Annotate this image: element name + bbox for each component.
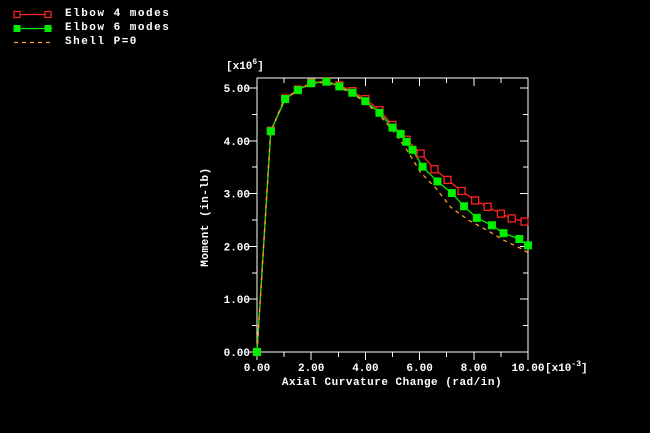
legend-swatch <box>13 24 52 32</box>
x-tick-label: 2.00 <box>298 363 324 375</box>
y-axis-title: Moment (in-lb) <box>200 167 212 267</box>
y-axis-multiplier: [x106] <box>226 58 264 73</box>
plot-frame <box>256 77 529 353</box>
series-marker-elbow-4-modes <box>520 217 529 226</box>
legend-swatch <box>13 10 52 18</box>
series-marker-elbow-4-modes <box>457 186 466 196</box>
series-marker-elbow-4-modes <box>471 196 480 205</box>
series-marker-elbow-6-modes <box>388 123 397 132</box>
legend-swatch <box>14 41 52 43</box>
y-tick-label: 1.00 <box>224 295 250 307</box>
y-tick-label: 0.00 <box>224 348 250 360</box>
series-marker-elbow-4-modes <box>507 214 516 223</box>
series-marker-elbow-6-modes <box>322 77 331 86</box>
series-marker-elbow-6-modes <box>402 137 411 146</box>
legend-item-shell-p-0: Shell P=0 <box>13 35 170 49</box>
x-tick-label: 8.00 <box>461 363 487 375</box>
series-marker-elbow-6-modes <box>293 86 302 95</box>
legend-label: Elbow 4 modes <box>65 8 171 20</box>
x-axis-multiplier: [x10-3] <box>545 360 588 375</box>
series-marker-elbow-6-modes <box>418 162 427 171</box>
series-marker-elbow-6-modes <box>281 95 290 104</box>
legend-item-elbow-4-modes: Elbow 4 modes <box>13 7 170 21</box>
legend: Elbow 4 modes Elbow 6 modes Shell P=0 <box>13 7 170 49</box>
series-marker-elbow-6-modes <box>433 177 442 186</box>
x-tick-label: 6.00 <box>406 363 432 375</box>
series-marker-elbow-4-modes <box>443 175 452 185</box>
legend-item-elbow-6-modes: Elbow 6 modes <box>13 21 170 35</box>
series-marker-elbow-6-modes <box>515 235 524 244</box>
y-tick-label: 5.00 <box>224 84 250 96</box>
series-marker-elbow-6-modes <box>253 348 261 356</box>
x-tick-label: 10.00 <box>511 363 544 375</box>
x-tick-label: 4.00 <box>352 363 378 375</box>
series-marker-elbow-6-modes <box>361 97 370 106</box>
series-marker-elbow-6-modes <box>375 108 384 117</box>
series-marker-elbow-6-modes <box>460 202 469 211</box>
series-marker-elbow-6-modes <box>348 88 357 97</box>
series-marker-elbow-4-modes <box>430 165 439 174</box>
y-tick-label: 2.00 <box>224 242 250 254</box>
series-marker-elbow-6-modes <box>266 127 275 136</box>
x-tick-label: 0.00 <box>244 363 270 375</box>
series-marker-elbow-6-modes <box>447 189 456 198</box>
series-marker-elbow-6-modes <box>307 79 316 88</box>
series-marker-elbow-6-modes <box>524 241 532 250</box>
series-marker-elbow-4-modes <box>496 209 506 218</box>
series-marker-elbow-4-modes <box>416 149 425 158</box>
series-marker-elbow-6-modes <box>487 221 496 230</box>
bottom-border-line <box>0 433 650 435</box>
series-marker-elbow-6-modes <box>408 145 417 154</box>
series-marker-elbow-6-modes <box>396 129 405 138</box>
series-marker-elbow-4-modes <box>483 202 492 211</box>
legend-label: Shell P=0 <box>65 36 138 48</box>
series-marker-elbow-6-modes <box>335 82 344 91</box>
x-axis-title: Axial Curvature Change (rad/in) <box>281 377 503 389</box>
series-marker-elbow-6-modes <box>472 213 481 222</box>
y-tick-label: 3.00 <box>224 190 250 202</box>
legend-label: Elbow 6 modes <box>65 22 171 34</box>
series-marker-elbow-6-modes <box>499 229 508 238</box>
y-tick-label: 4.00 <box>224 137 250 149</box>
